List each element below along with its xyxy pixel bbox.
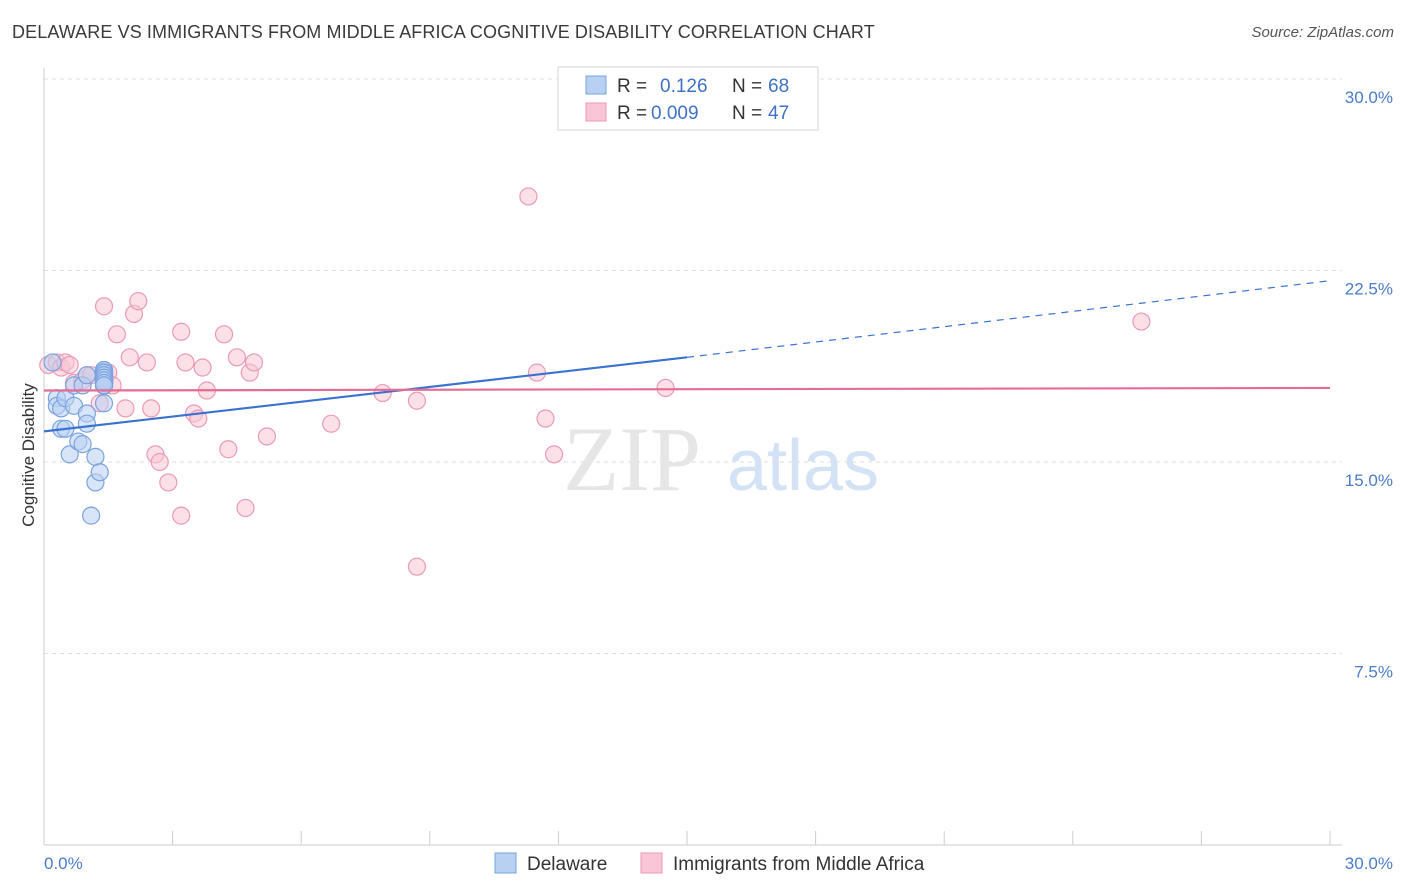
trend-lines — [43, 280, 1331, 433]
immigrants-point-4 — [60, 355, 79, 375]
immigrants-point-33 — [236, 498, 255, 518]
bottom-legend-swatch-immigrants — [640, 852, 663, 874]
immigrants-point-42 — [527, 363, 547, 382]
legend-n-label-1: N = — [732, 76, 762, 97]
immigrants-point-45 — [656, 378, 675, 398]
delaware-point-19 — [90, 463, 109, 482]
immigrants-point-43 — [536, 409, 555, 428]
y-tick-label-0: 7.5% — [1354, 663, 1393, 682]
y-tick-label-2: 22.5% — [1345, 280, 1393, 299]
delaware-point-17 — [86, 447, 105, 466]
delaware-point-7 — [60, 445, 79, 464]
series-immigrants-points — [39, 187, 1151, 576]
legend-r-label-1: R = — [617, 76, 647, 97]
immigrants-point-13 — [107, 325, 126, 344]
chart-source: Source: ZipAtlas.com — [1251, 24, 1394, 41]
watermark: ZIP atlas — [563, 408, 879, 510]
immigrants-point-40 — [407, 391, 427, 410]
immigrants-point-32 — [227, 348, 246, 367]
immigrants-point-21 — [150, 452, 169, 472]
immigrants-point-15 — [120, 348, 139, 367]
grid-lines — [44, 78, 1342, 654]
series-legend: Delaware Immigrants from Middle Africa — [494, 852, 925, 875]
immigrants-point-23 — [172, 322, 191, 341]
watermark-atlas: atlas — [727, 426, 879, 506]
legend-r-value-2: 0.009 — [651, 103, 699, 124]
immigrants-point-37 — [322, 414, 341, 433]
legend-r-value-1: 0.126 — [660, 76, 708, 97]
immigrants-point-18 — [137, 353, 156, 372]
axes — [43, 68, 1342, 846]
immigrants-point-36 — [257, 427, 277, 446]
immigrants-point-44 — [545, 445, 564, 464]
delaware-point-16 — [82, 506, 101, 525]
delaware-point-15 — [77, 414, 96, 433]
legend-r-label-2: R = — [617, 103, 647, 124]
immigrants-point-25 — [176, 353, 195, 372]
chart-title: DELAWARE VS IMMIGRANTS FROM MIDDLE AFRIC… — [12, 22, 875, 42]
trend-line-delaware-extension — [686, 280, 1331, 358]
x-tick-label-right: 30.0% — [1345, 854, 1393, 873]
bottom-legend-swatch-delaware — [494, 852, 517, 874]
legend-n-label-2: N = — [732, 103, 762, 124]
legend-swatch-delaware — [585, 75, 607, 95]
immigrants-point-10 — [94, 297, 114, 316]
immigrants-point-28 — [193, 358, 212, 377]
immigrants-point-35 — [244, 353, 264, 372]
delaware-point-11 — [73, 435, 92, 454]
x-tick-label-left: 0.0% — [44, 854, 83, 873]
legend-n-value-2: 47 — [768, 103, 789, 124]
immigrants-point-39 — [407, 557, 427, 576]
watermark-zip: ZIP — [563, 408, 701, 510]
delaware-point-13 — [77, 366, 96, 385]
immigrants-point-30 — [214, 325, 234, 344]
trend-line-delaware — [43, 356, 688, 433]
immigrants-point-14 — [116, 399, 135, 418]
immigrants-point-19 — [142, 399, 161, 418]
immigrants-point-22 — [159, 473, 178, 492]
y-tick-labels: 7.5% 15.0% 22.5% 30.0% — [1345, 88, 1393, 682]
immigrants-point-17 — [129, 292, 148, 311]
immigrants-point-41 — [519, 187, 538, 206]
y-tick-label-3: 30.0% — [1345, 88, 1393, 107]
legend-swatch-immigrants — [585, 102, 607, 122]
bottom-legend-label-immigrants: Immigrants from Middle Africa — [673, 854, 925, 875]
bottom-legend-label-delaware: Delaware — [527, 854, 607, 875]
delaware-point-20 — [94, 394, 114, 413]
series-delaware-points — [43, 353, 114, 525]
trend-line-immigrants — [43, 386, 1331, 392]
legend-n-value-1: 68 — [768, 76, 789, 97]
y-tick-label-1: 15.0% — [1345, 471, 1393, 490]
immigrants-point-24 — [172, 506, 191, 525]
delaware-point-0 — [43, 353, 62, 372]
y-axis-label: Cognitive Disability — [19, 383, 38, 527]
immigrants-point-31 — [219, 440, 238, 459]
correlation-legend: R = 0.126 N = 68 R = 0.009 N = 47 — [557, 66, 819, 131]
immigrants-point-46 — [1132, 312, 1151, 331]
